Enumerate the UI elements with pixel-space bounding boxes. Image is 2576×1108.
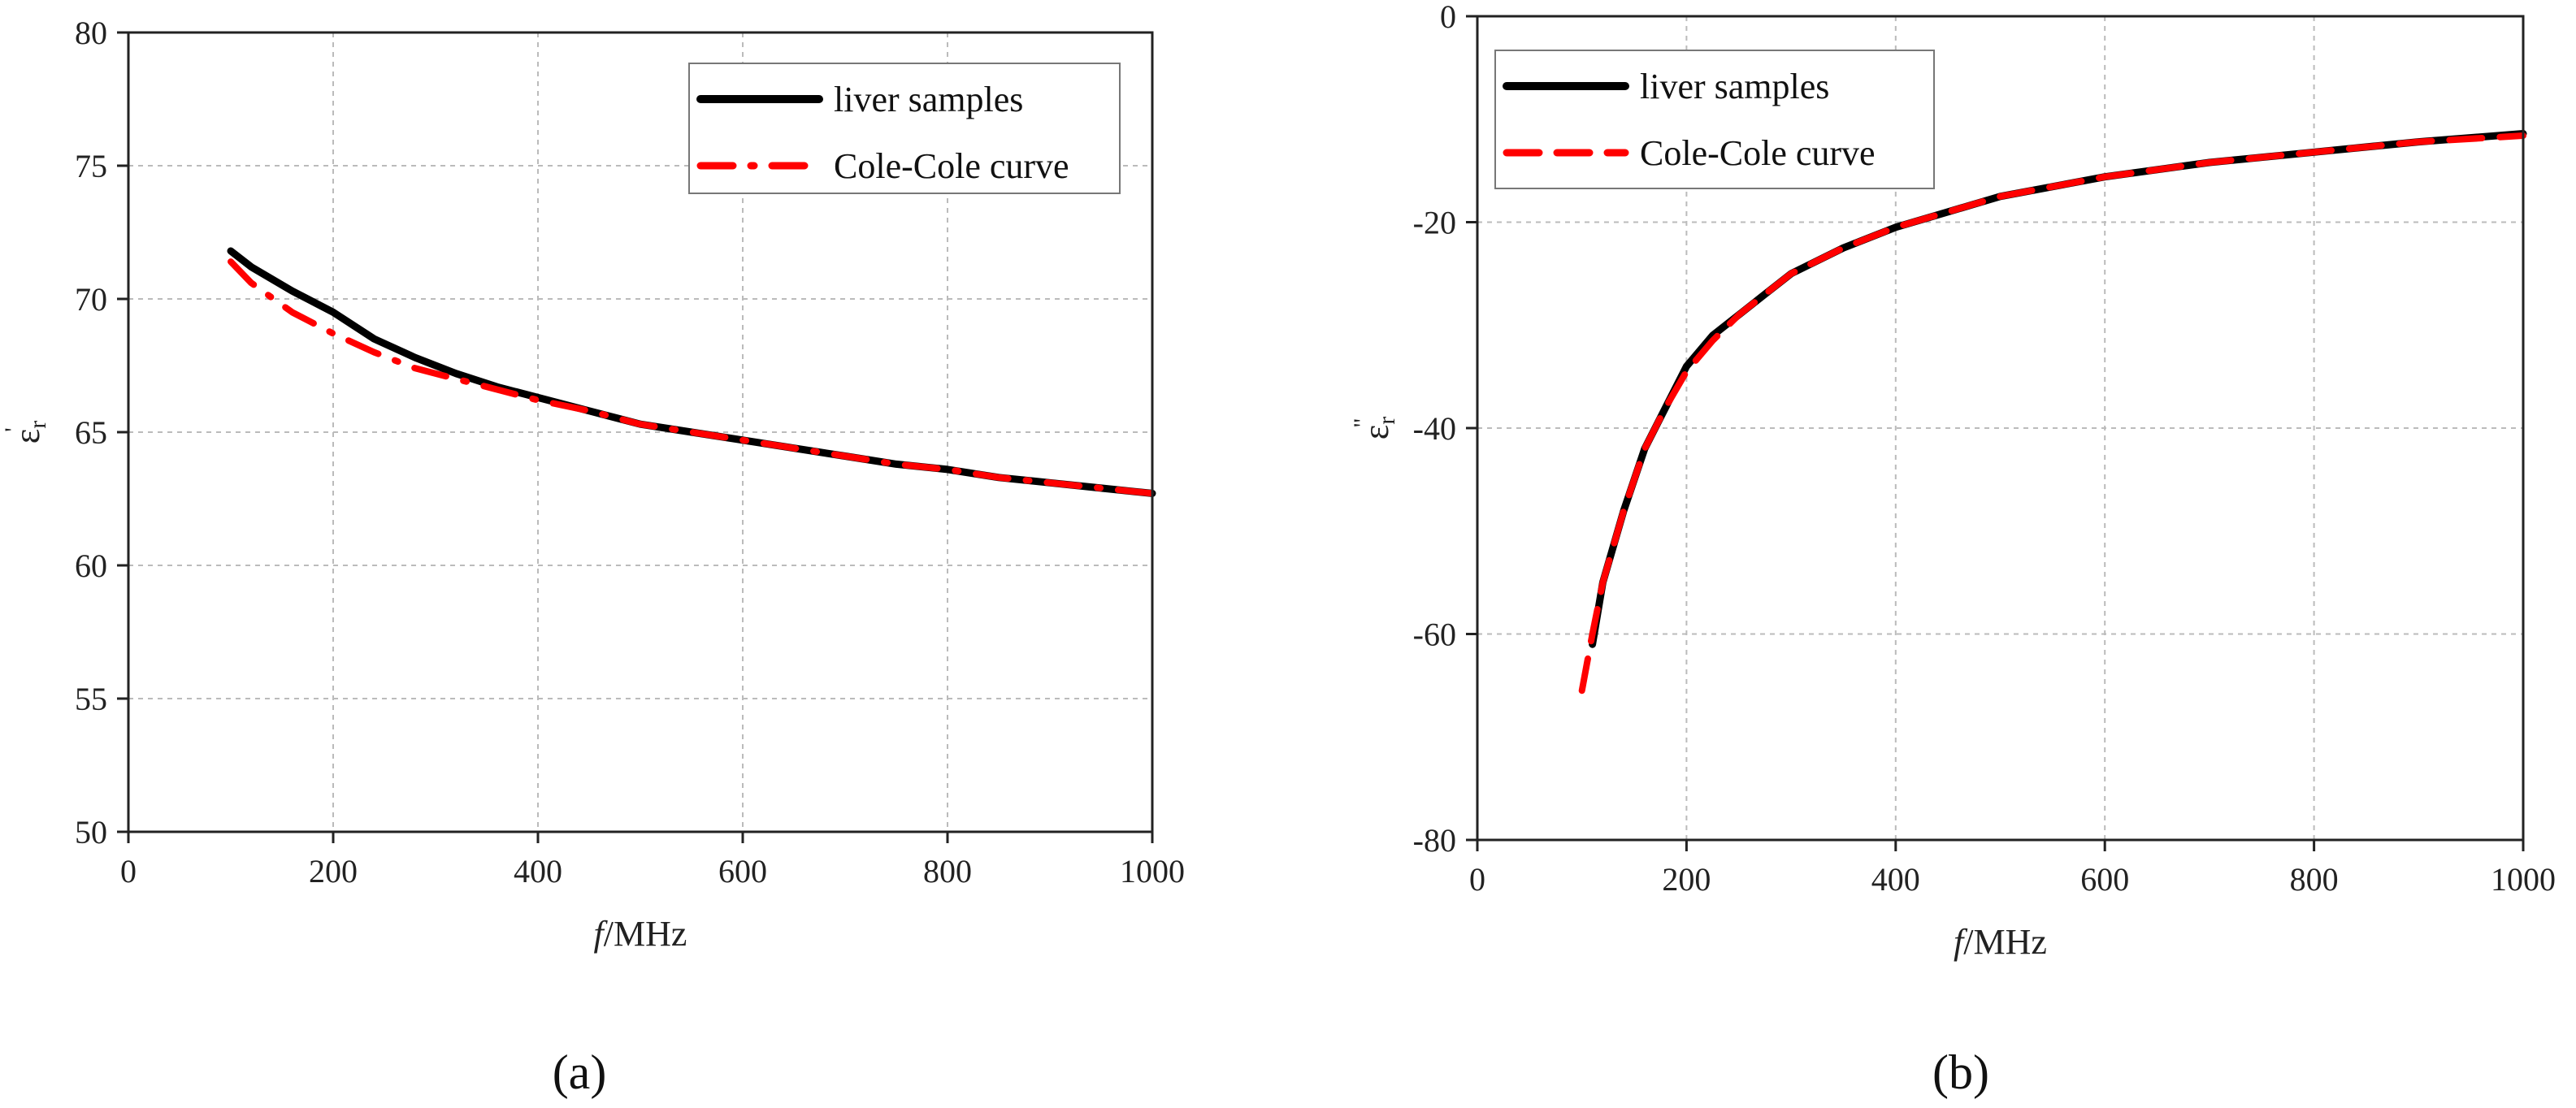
y-tick-label: -80: [1413, 822, 1456, 859]
y-axis-label-superscript: ": [1349, 418, 1376, 428]
x-tick-label: 600: [718, 853, 767, 889]
y-tick-label: 75: [75, 148, 107, 184]
legend: liver samples Cole-Cole curve: [1494, 50, 1935, 189]
y-axis-label: εr': [0, 421, 51, 444]
series-line-liver-samples: [227, 247, 1156, 497]
chart-panel-a: 0 200 400 600 800 1000 50 55 60 65 70 75 80 liver sam…: [0, 15, 1185, 1099]
panel-label: (a): [553, 1045, 607, 1099]
x-axis-label: f/MHz: [1954, 922, 2047, 962]
x-tick-label: 200: [309, 853, 358, 889]
x-axis-label-unit: /MHz: [1963, 922, 2047, 962]
series-line-liver-samples: [1589, 130, 2527, 648]
y-tick-label: -60: [1413, 617, 1456, 653]
legend-label: Cole-Cole curve: [834, 146, 1069, 186]
y-tick-label: -40: [1413, 410, 1456, 447]
plot-frame: [127, 31, 1154, 833]
x-axis-label: f/MHz: [594, 914, 687, 954]
x-tick-label: 400: [514, 853, 562, 889]
x-tick-label: 400: [1871, 861, 1920, 898]
plot-frame: [1476, 15, 2525, 842]
x-tick-label: 0: [120, 853, 137, 889]
legend-box: [1494, 50, 1935, 189]
series-line-cole-cole-curve: [1578, 132, 2526, 695]
x-axis-label-unit: /MHz: [604, 914, 687, 954]
y-tick-label: 65: [75, 414, 107, 451]
y-axis-label-subscript: r: [1373, 417, 1400, 425]
x-tick-label: 200: [1662, 861, 1711, 898]
y-axis-label-symbol: ε: [1356, 425, 1396, 439]
y-tick-label: 50: [75, 814, 107, 850]
panel-label: (b): [1932, 1045, 1989, 1099]
y-tick-label: 80: [75, 15, 107, 51]
x-tick-label: 1000: [2491, 861, 2556, 898]
legend-box: [688, 63, 1121, 194]
x-tick-label: 0: [1469, 861, 1485, 898]
y-tick-label: 70: [75, 281, 107, 318]
y-axis-label-subscript: r: [24, 421, 51, 429]
y-axis-label: εr": [1349, 417, 1400, 439]
series-line-cole-cole-curve: [228, 258, 1156, 497]
legend: liver samples Cole-Cole curve: [688, 63, 1121, 194]
legend-label: liver samples: [1640, 67, 1829, 106]
y-axis-label-symbol: ε: [7, 429, 47, 444]
x-tick-label: 800: [2290, 861, 2339, 898]
x-tick-label: 1000: [1120, 853, 1185, 889]
x-tick-label: 800: [923, 853, 972, 889]
x-tick-label: 600: [2080, 861, 2129, 898]
chart-panel-b: 0 200 400 600 800 1000 -80 -60 -40 -20 0 liver samp…: [1349, 0, 2556, 1099]
y-tick-label: 0: [1440, 0, 1456, 35]
legend-label: liver samples: [834, 80, 1023, 119]
y-tick-label: -20: [1413, 205, 1456, 241]
legend-label: Cole-Cole curve: [1640, 133, 1876, 173]
y-axis-label-superscript: ': [0, 427, 27, 431]
y-tick-label: 60: [75, 548, 107, 584]
y-tick-label: 55: [75, 681, 107, 717]
